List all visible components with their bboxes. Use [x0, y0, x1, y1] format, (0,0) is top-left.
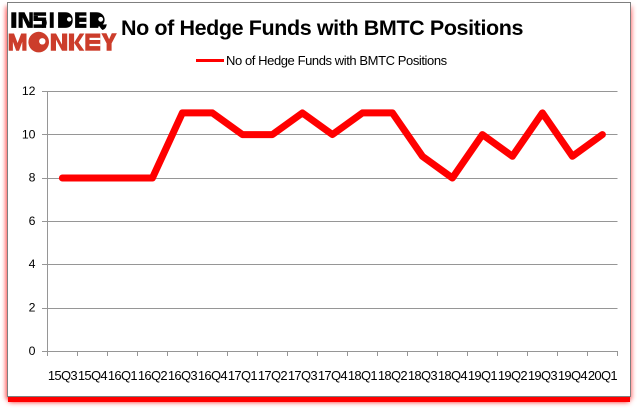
svg-text:2: 2: [29, 301, 36, 315]
svg-text:10: 10: [22, 127, 36, 141]
svg-text:4: 4: [29, 257, 36, 271]
svg-text:0: 0: [29, 344, 36, 358]
svg-text:15Q3: 15Q3: [48, 368, 77, 383]
svg-text:15Q4: 15Q4: [78, 368, 107, 383]
svg-text:19Q3: 19Q3: [528, 368, 557, 383]
svg-text:16Q4: 16Q4: [198, 368, 227, 383]
svg-text:19Q4: 19Q4: [558, 368, 587, 383]
svg-text:8: 8: [29, 171, 36, 185]
svg-text:18Q3: 18Q3: [408, 368, 437, 383]
svg-text:12: 12: [22, 84, 36, 98]
svg-text:17Q1: 17Q1: [228, 368, 257, 383]
svg-text:6: 6: [29, 214, 36, 228]
svg-text:20Q1: 20Q1: [588, 368, 617, 383]
svg-text:18Q4: 18Q4: [438, 368, 467, 383]
svg-text:18Q1: 18Q1: [348, 368, 377, 383]
svg-text:17Q2: 17Q2: [258, 368, 287, 383]
svg-text:17Q3: 17Q3: [288, 368, 317, 383]
svg-text:17Q4: 17Q4: [318, 368, 347, 383]
svg-text:18Q2: 18Q2: [378, 368, 407, 383]
svg-text:16Q3: 16Q3: [168, 368, 197, 383]
svg-text:19Q1: 19Q1: [468, 368, 497, 383]
svg-text:16Q2: 16Q2: [138, 368, 167, 383]
svg-text:19Q2: 19Q2: [498, 368, 527, 383]
svg-text:16Q1: 16Q1: [108, 368, 137, 383]
